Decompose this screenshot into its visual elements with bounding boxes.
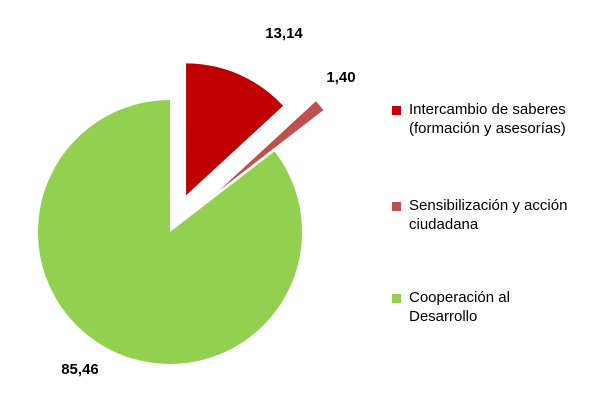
pie-slice-intercambio: [186, 63, 284, 196]
legend-swatch: [392, 202, 401, 211]
data-label-sensibilizacion: 1,40: [326, 69, 355, 86]
legend-label: Cooperación al Desarrollo: [409, 289, 510, 325]
legend-label: Sensibilización y acción ciudadana: [409, 197, 568, 233]
legend-swatch: [392, 294, 401, 303]
data-label-intercambio: 13,14: [265, 25, 303, 42]
legend-swatch: [392, 106, 401, 115]
pie-slice-sensibilizacion: [218, 101, 324, 191]
legend-label: Intercambio de saberes (formación y aseso…: [409, 101, 566, 137]
data-label-cooperacion: 85,46: [61, 361, 99, 378]
pie-slice-cooperacion: [38, 100, 303, 364]
